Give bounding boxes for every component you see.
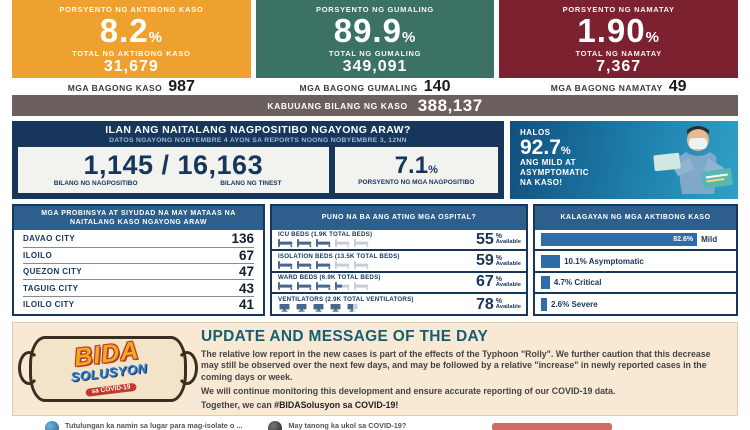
recovered-total-value: 349,091 [342, 57, 408, 75]
active-pct-value: 8.2% [99, 12, 163, 49]
mild-value: 92.7% [520, 136, 571, 159]
active-pct-label: PORSYENTO NG AKTIBONG KASO [59, 5, 204, 14]
ventilators-row: VENTILATORS (2.9K TOTAL VENTILATORS) 78 … [278, 295, 521, 313]
critical-bar [541, 275, 550, 289]
hotline-red-text [491, 423, 612, 430]
active-cases-card: PORSYENTO NG AKTIBONG KASO 8.2% TOTAL NG… [12, 0, 251, 78]
mask-earloop-right [176, 351, 198, 385]
ventilator-icons [278, 304, 374, 313]
condition-title: KALAGAYAN NG MGA AKTIBONG KASO [535, 206, 736, 230]
ventilator-availability: 78 % Available [475, 295, 521, 313]
positivity-rate-box: 7.1% PORSYENTO NG MGA NAGPOSITIBO [334, 147, 498, 193]
icu-beds-row: ICU BEDS (1.9K TOTAL BEDS) 55 % Available [272, 230, 526, 252]
city-row: QUEZON CITY 47 [23, 264, 254, 281]
face-mask-logo-shape: BIDA SOLUSYON sa COVID-19 [18, 336, 198, 402]
severe-bar [541, 298, 547, 312]
positivity-panel: ILAN ANG NAITALANG NAGPOSITIBO NGAYONG A… [12, 121, 504, 199]
active-total-value: 31,679 [103, 57, 159, 75]
new-counts-row: MGA BAGONG KASO 987 MGA BAGONG GUMALING … [0, 78, 750, 95]
top-cities-panel: MGA PROBINSYA AT SIYUDAD NA MAY MATAAS N… [12, 204, 265, 316]
asymptomatic-bar-row: 10.1% Asymptomatic [535, 251, 736, 273]
globe-icon [45, 421, 59, 430]
positivity-counts-box: 1,145 / 16,163 BILANG NG NAGPOSITIBO BIL… [18, 147, 329, 193]
mild-line2: ANG MILD AT [520, 158, 576, 167]
mask-earloop-left [18, 351, 40, 385]
positivity-rate: 7.1% [394, 151, 438, 179]
footer: Tutulungan ka namin sa lugar para mag-is… [0, 416, 750, 430]
summary-cards: PORSYENTO NG AKTIBONG KASO 8.2% TOTAL NG… [0, 0, 750, 78]
covid-question-item: May tanong ka ukol sa COVID-19? [268, 421, 481, 430]
message-paragraph-1: The relative low report in the new cases… [201, 349, 711, 382]
recovered-card: PORSYENTO NG GUMALING 89.9% TOTAL NG GUM… [255, 0, 495, 78]
deaths-pct-label: PORSYENTO NG NAMATAY [562, 5, 675, 14]
message-title: UPDATE AND MESSAGE OF THE DAY [201, 328, 489, 345]
bida-solusyon-logo: BIDA SOLUSYON sa COVID-19 [18, 328, 198, 410]
masked-person-illustration [642, 124, 734, 199]
message-paragraph-2: We will continue monitoring this develop… [201, 385, 616, 396]
mild-banner: HALOS 92.7% ANG MILD AT ASYMPTOMATIC NA … [510, 121, 738, 199]
message-paragraph-3: Together, we can #BIDASolusyon sa COVID-… [201, 400, 399, 410]
positivity-subtitle: DATOS NGAYONG NOBYEMBRE 4 AYON SA REPORT… [109, 137, 407, 144]
mild-line4: NA KASO! [520, 178, 563, 187]
mild-bar: 82.6% [541, 233, 698, 247]
city-row: ILOILO CITY 41 [23, 297, 254, 313]
ward-availability: 67 % Available [475, 273, 521, 291]
hotline-item [491, 421, 705, 430]
ward-beds-row: WARD BEDS (6.9K TOTAL BEDS) 67 % Availabl… [272, 273, 526, 295]
isolation-availability: 59 % Available [475, 252, 521, 270]
active-total-label: TOTAL NG AKTIBONG KASO [72, 48, 191, 58]
hospital-capacity-panel: PUNO NA BA ANG ATING MGA OSPITAL? ICU BE… [270, 204, 528, 316]
isolation-help-item: Tutulungan ka namin sa lugar para mag-is… [45, 421, 258, 430]
positive-count-label: BILANG NG NAGPOSITIBO [53, 180, 138, 188]
new-cases: MGA BAGONG KASO 987 [67, 77, 195, 95]
deaths-total-label: TOTAL NG NAMATAY [575, 48, 662, 58]
isolation-beds-row: ISOLATION BEDS (13.5K TOTAL BEDS) 59 % Av… [272, 251, 526, 273]
city-row: TAGUIG CITY 43 [23, 280, 254, 297]
hospital-title: PUNO NA BA ANG ATING MGA OSPITAL? [272, 206, 526, 230]
message-of-the-day-box: BIDA SOLUSYON sa COVID-19 UPDATE AND MES… [12, 322, 738, 416]
recovered-total-label: TOTAL NG GUMALING [328, 48, 422, 58]
total-cases-bar: KABUUANG BILANG NG KASO 388,137 [12, 95, 738, 116]
mild-line3: ASYMPTOMATIC [520, 168, 589, 177]
deaths-card: PORSYENTO NG NAMATAY 1.90% TOTAL NG NAMA… [499, 0, 739, 78]
deaths-total-value: 7,367 [596, 57, 642, 75]
asymptomatic-bar [541, 254, 561, 268]
severe-bar-row: 2.6% Severe [535, 294, 736, 315]
tested-count-label: BILANG NG TINEST [220, 180, 282, 188]
new-recoveries: MGA BAGONG GUMALING 140 [299, 77, 451, 95]
city-row: DAVAO CITY 136 [23, 231, 254, 248]
bed-icons [278, 239, 374, 248]
bed-icons [278, 282, 374, 291]
city-row: ILOILO 67 [23, 247, 254, 264]
deaths-pct-value: 1.90% [577, 12, 660, 49]
question-icon [268, 421, 283, 430]
positive-vs-tested: 1,145 / 16,163 [83, 150, 264, 181]
positivity-title: ILAN ANG NAITALANG NAGPOSITIBO NGAYONG A… [105, 124, 411, 136]
recovered-pct-value: 89.9% [333, 12, 417, 49]
recovered-pct-label: PORSYENTO NG GUMALING [316, 5, 434, 14]
new-deaths: MGA BAGONG NAMATAY 49 [550, 77, 687, 95]
cities-title: MGA PROBINSYA AT SIYUDAD NA MAY MATAAS N… [14, 206, 263, 231]
mild-bar-row: 82.6% Mild [535, 230, 736, 252]
mild-halos-label: HALOS [520, 128, 551, 137]
critical-bar-row: 4.7% Critical [535, 273, 736, 295]
positivity-rate-label: PORSYENTO NG MGA NAGPOSITIBO [358, 178, 475, 186]
icu-availability: 55 % Available [475, 230, 521, 248]
bed-icons [278, 260, 374, 270]
case-condition-panel: KALAGAYAN NG MGA AKTIBONG KASO 82.6% Mil… [533, 204, 738, 316]
